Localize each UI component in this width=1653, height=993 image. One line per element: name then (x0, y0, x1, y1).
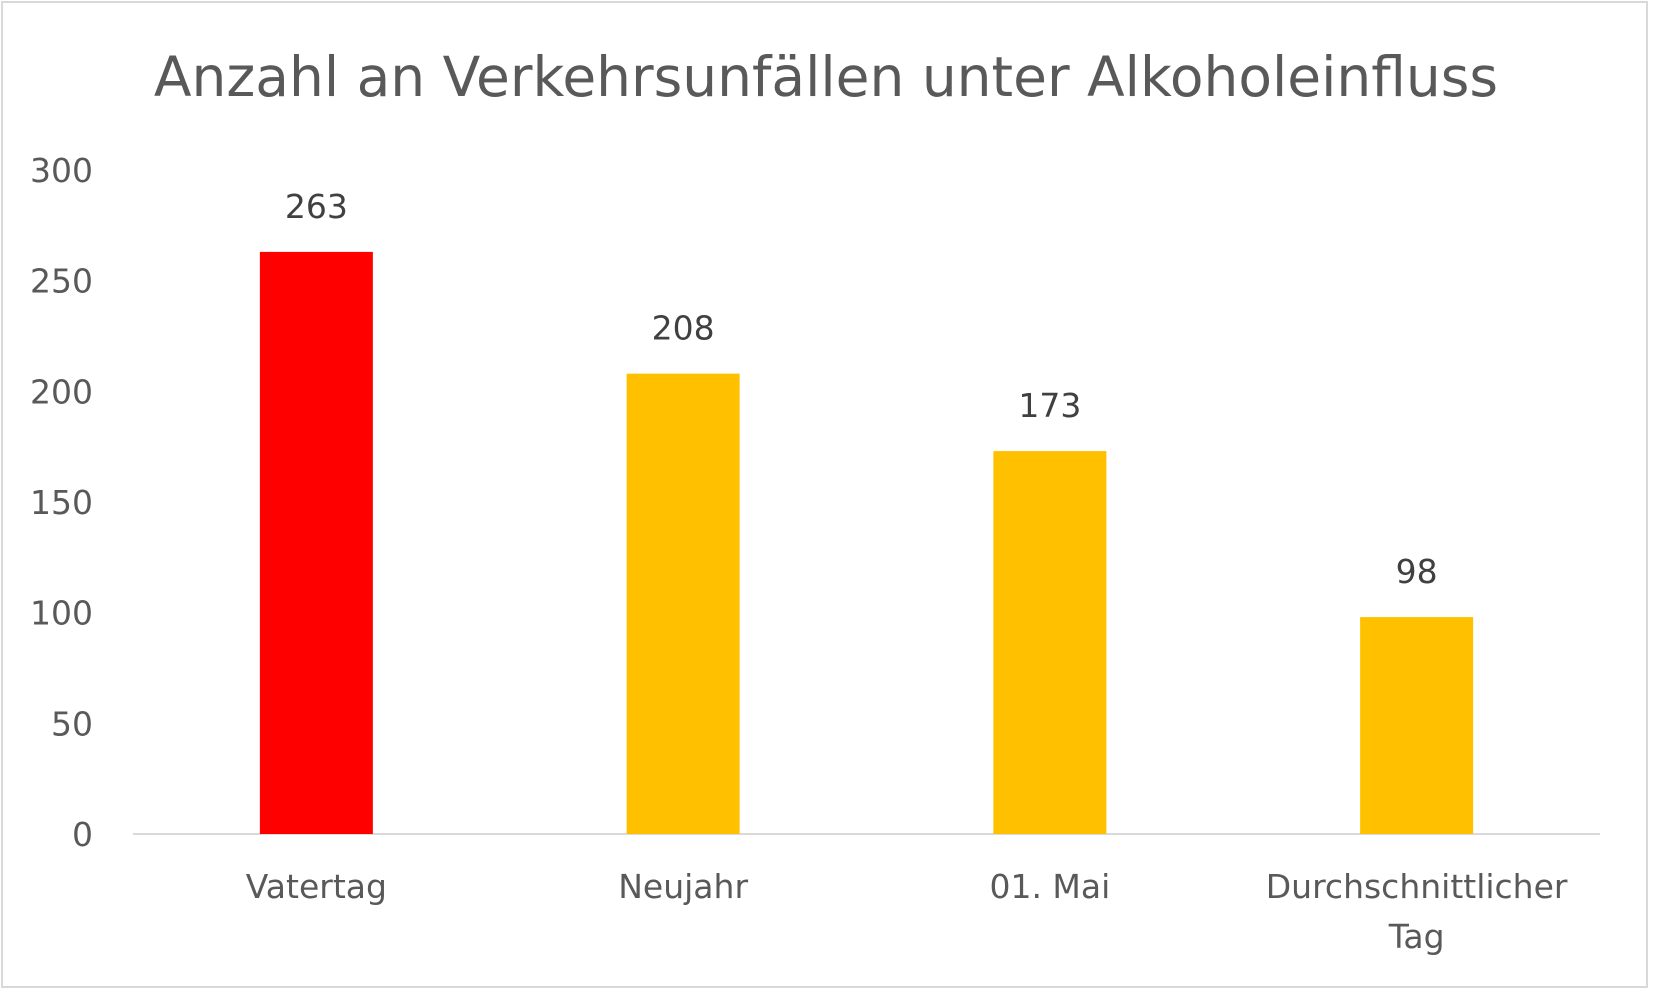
y-tick-label: 50 (51, 704, 93, 743)
data-label: 263 (285, 187, 348, 226)
data-labels-group: 263 208 173 98 (285, 187, 1438, 591)
y-tick-label: 200 (30, 372, 93, 411)
bar (626, 373, 740, 834)
x-category-label: 01. Mai (989, 867, 1110, 906)
y-axis-tick-labels: 0 50 100 150 200 250 300 (30, 151, 93, 854)
bar (259, 251, 373, 835)
y-tick-label: 150 (30, 483, 93, 522)
bar (1360, 617, 1474, 834)
data-label: 173 (1018, 386, 1081, 425)
bar (993, 451, 1107, 834)
y-tick-label: 300 (30, 151, 93, 190)
x-category-label: Durchschnittlicher (1266, 867, 1568, 906)
x-axis-category-labels: Vatertag Neujahr 01. Mai Durchschnittlicher… (246, 867, 1568, 956)
bars-group (259, 251, 1474, 835)
data-label: 98 (1396, 552, 1438, 591)
chart-title: Anzahl an Verkehrsunfällen unter Alkohol… (154, 45, 1498, 109)
x-category-label: Vatertag (246, 867, 387, 906)
data-label: 208 (652, 309, 715, 348)
y-tick-label: 100 (30, 594, 93, 633)
y-tick-label: 0 (72, 815, 93, 854)
x-category-label: Neujahr (618, 867, 748, 906)
y-tick-label: 250 (30, 262, 93, 301)
x-category-label: Tag (1388, 917, 1445, 956)
